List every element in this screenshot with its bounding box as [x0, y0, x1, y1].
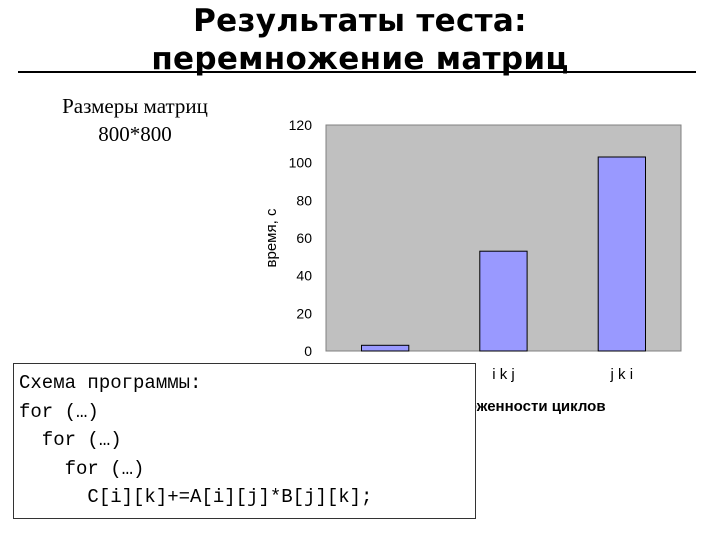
y-tick-label: 80	[296, 192, 312, 208]
y-tick-label: 60	[296, 230, 312, 246]
code-line: for (…)	[19, 400, 99, 423]
code-line: C[i][k]+=A[i][j]*B[j][k];	[19, 486, 373, 508]
x-tick-label: j k i	[610, 366, 634, 383]
y-tick-label: 120	[289, 117, 313, 133]
y-axis-label: время, с	[263, 208, 280, 267]
x-tick-label: i k j	[492, 366, 515, 383]
bar-2	[597, 156, 647, 352]
matrix-size-value: 800*800	[98, 122, 172, 146]
y-tick-label: 40	[296, 268, 312, 284]
code-line: for (…)	[19, 429, 122, 451]
y-tick-label: 20	[296, 305, 312, 321]
slide-title: Результаты теста: перемножение матриц	[0, 2, 720, 78]
y-tick-label: 0	[304, 343, 312, 359]
code-line: for (…)	[19, 457, 145, 480]
slide-title-line-1: Результаты теста:	[193, 3, 527, 39]
bar-0	[361, 344, 410, 352]
program-scheme-heading: Схема программы:	[19, 372, 202, 394]
title-underline	[18, 71, 696, 73]
y-axis-ticks: 0 20 40 60 80 100 120	[289, 117, 313, 359]
plot-area	[325, 124, 682, 352]
matrix-size-caption: Размеры матриц 800*800	[20, 92, 250, 148]
program-scheme-box: Схема программы: for (…) for (…) for (…) …	[13, 363, 476, 519]
program-scheme-code: Схема программы: for (…) for (…) for (…) …	[19, 369, 372, 512]
matrix-size-label: Размеры матриц	[62, 94, 208, 118]
y-tick-label: 100	[289, 155, 313, 171]
bar-1	[479, 250, 528, 352]
